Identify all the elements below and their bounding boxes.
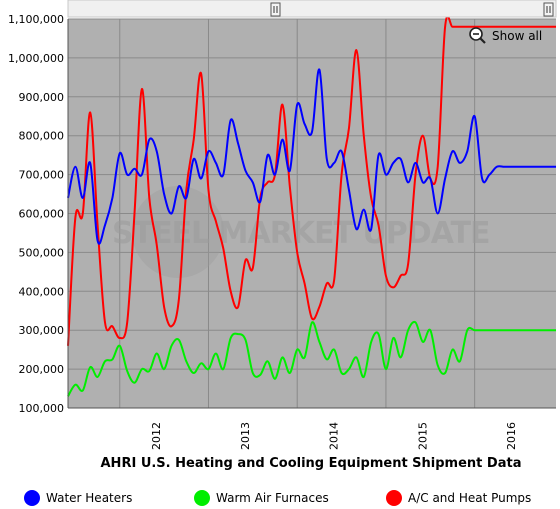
y-tick-label: 800,000 — [19, 130, 65, 143]
watermark: STEEL MARKET UPDATE — [112, 186, 491, 278]
legend-label: Warm Air Furnaces — [216, 491, 329, 505]
axes: 100,000 200,000 300,000 400,000 500,000 600,0… — [8, 13, 556, 450]
legend-marker — [386, 490, 402, 506]
legend-marker — [194, 490, 210, 506]
legend: Water Heaters Warm Air Furnaces A/C and He… — [24, 490, 531, 506]
legend-label: Water Heaters — [46, 491, 132, 505]
series-line-warm-air-furnaces[interactable] — [67, 320, 556, 397]
magnifier-minus-icon — [469, 27, 486, 44]
grip-handle-icon[interactable] — [270, 2, 281, 17]
y-tick-label: 900,000 — [19, 91, 65, 104]
watermark-text: STEEL MARKET UPDATE — [112, 216, 490, 251]
show-all-label[interactable]: Show all — [492, 29, 542, 43]
x-tick-label: 2013 — [239, 422, 252, 450]
watermark-logo-circle — [132, 186, 224, 278]
x-tick-label: 2012 — [150, 422, 163, 450]
legend-label: A/C and Heat Pumps — [408, 491, 531, 505]
navigator-left-handle[interactable] — [270, 2, 281, 17]
y-tick-label: 700,000 — [19, 169, 65, 182]
y-tick-label: 1,100,000 — [8, 13, 64, 26]
show-all-button[interactable]: Show all — [469, 27, 542, 44]
y-tick-label: 500,000 — [19, 246, 65, 259]
navigator-track[interactable] — [67, 0, 557, 18]
series-line-water-heaters[interactable] — [67, 68, 556, 245]
x-tick-label: 2014 — [328, 422, 341, 450]
chart-title: AHRI U.S. Heating and Cooling Equipment … — [101, 456, 522, 471]
series-line-a-c-and-heat-pumps[interactable] — [67, 15, 556, 346]
y-tick-label: 200,000 — [19, 363, 65, 376]
y-tick-label: 1,000,000 — [8, 52, 64, 65]
legend-item-warm-air-furnaces[interactable]: Warm Air Furnaces — [194, 490, 329, 506]
y-tick-label: 300,000 — [19, 324, 65, 337]
x-tick-label: 2016 — [505, 422, 518, 450]
y-tick-label: 600,000 — [19, 208, 65, 221]
y-tick-label: 400,000 — [19, 285, 65, 298]
legend-item-water-heaters[interactable]: Water Heaters — [24, 490, 132, 506]
legend-marker — [24, 490, 40, 506]
grip-handle-icon[interactable] — [543, 2, 554, 17]
x-tick-label: 2015 — [416, 422, 429, 450]
navigator-bar[interactable] — [67, 0, 557, 18]
series-layer — [67, 15, 556, 397]
grid — [68, 18, 556, 409]
legend-item-a-c-and-heat-pumps[interactable]: A/C and Heat Pumps — [386, 490, 531, 506]
y-tick-label: 100,000 — [19, 402, 65, 415]
navigator-right-handle[interactable] — [543, 2, 554, 17]
